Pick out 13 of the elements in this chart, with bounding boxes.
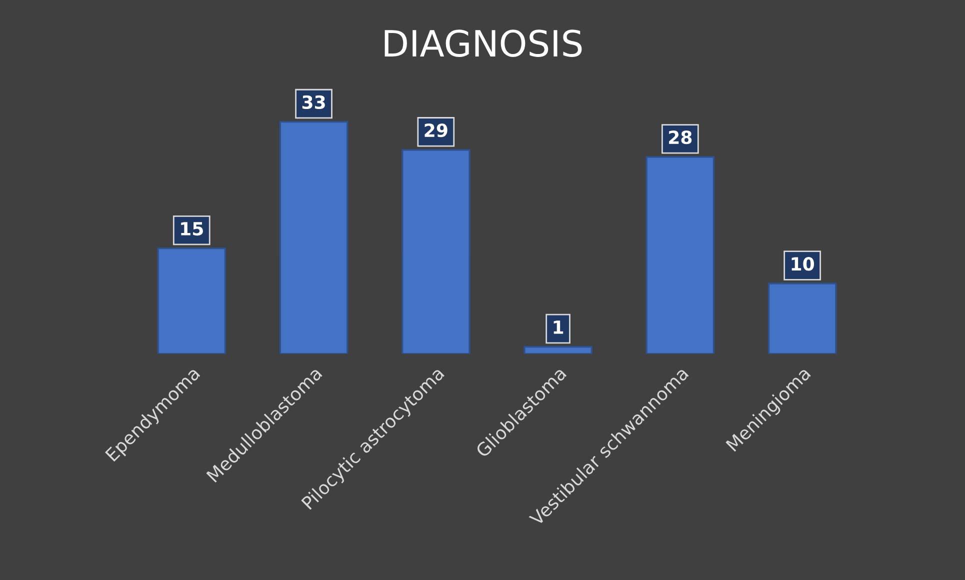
bar <box>524 346 592 354</box>
data-label: 33 <box>302 95 325 110</box>
bar <box>768 282 837 354</box>
data-label: 28 <box>669 130 692 144</box>
bar <box>646 156 715 354</box>
data-label: 15 <box>181 222 203 236</box>
bar <box>279 120 348 354</box>
chart-title: DIAGNOSIS <box>384 30 582 57</box>
data-label: 29 <box>424 123 448 138</box>
bar <box>401 149 470 354</box>
data-label: 1 <box>554 320 564 334</box>
data-label: 10 <box>792 257 814 271</box>
bar <box>157 248 226 354</box>
